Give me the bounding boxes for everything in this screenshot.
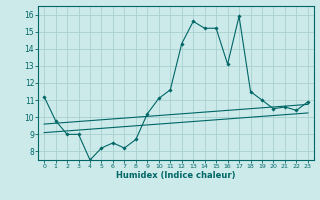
X-axis label: Humidex (Indice chaleur): Humidex (Indice chaleur): [116, 171, 236, 180]
